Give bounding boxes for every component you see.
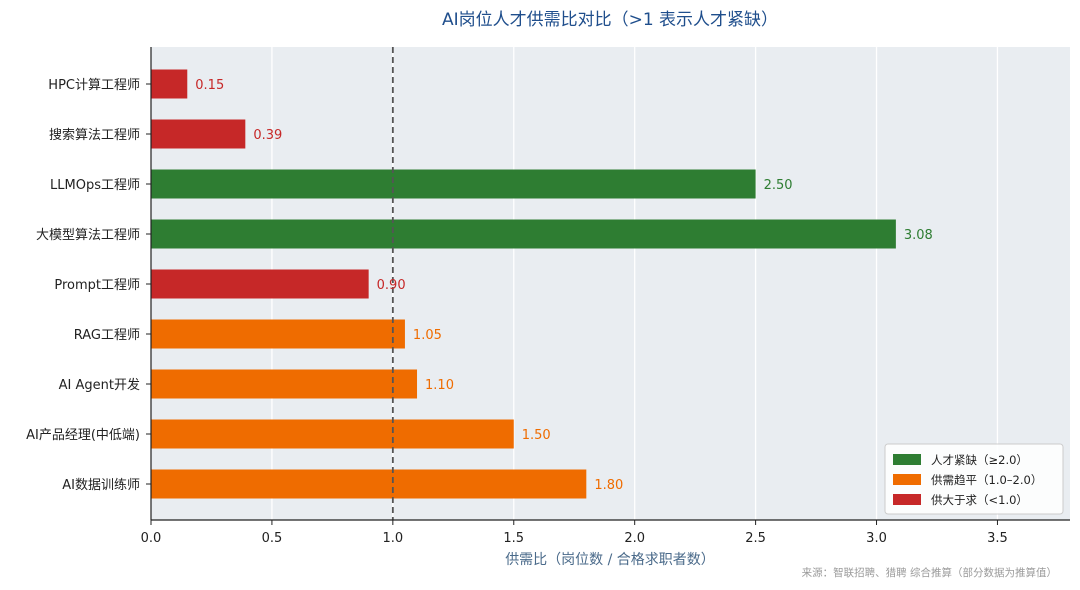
- category-label: AI Agent开发: [59, 377, 140, 393]
- legend-label: 供大于求（<1.0）: [931, 493, 1028, 507]
- source-note: 来源：智联招聘、猎聘 综合推算（部分数据为推算值）: [802, 566, 1057, 579]
- x-tick-label: 0.5: [262, 531, 283, 546]
- chart-title: AI岗位人才供需比对比（>1 表示人才紧缺）: [442, 10, 778, 30]
- bar-value-label: 2.50: [764, 178, 793, 193]
- category-label: HPC计算工程师: [48, 78, 140, 93]
- bar: [151, 119, 246, 149]
- x-tick-label: 2.5: [745, 531, 766, 546]
- x-tick-label: 0.0: [141, 531, 162, 546]
- bar-value-label: 1.80: [594, 478, 623, 493]
- bar: [151, 419, 514, 449]
- x-tick-label: 1.0: [382, 531, 403, 546]
- bar: [151, 369, 418, 399]
- gridlines: [271, 47, 999, 520]
- legend: 人才紧缺（≥2.0） 供需趋平（1.0–2.0） 供大于求（<1.0）: [884, 443, 1064, 515]
- category-label: AI产品经理(中低端): [26, 428, 140, 443]
- legend-swatch: [893, 474, 921, 485]
- category-label: RAG工程师: [74, 328, 140, 343]
- x-axis-label: 供需比（岗位数 / 合格求职者数）: [505, 552, 715, 568]
- x-tick-label: 3.5: [987, 531, 1008, 546]
- legend-swatch: [893, 454, 921, 465]
- legend-box: [884, 443, 1064, 515]
- bar: [151, 469, 587, 499]
- legend-label: 供需趋平（1.0–2.0）: [931, 473, 1042, 487]
- category-label: Prompt工程师: [54, 278, 140, 293]
- category-label: 大模型算法工程师: [36, 228, 140, 243]
- bar: [151, 69, 188, 99]
- x-tick-label: 1.5: [503, 531, 524, 546]
- bar-value-label: 1.05: [413, 328, 442, 343]
- bar-value-label: 0.39: [253, 128, 282, 143]
- bar-value-label: 0.15: [195, 78, 224, 93]
- bar: [151, 169, 756, 199]
- value-labels: 0.15 0.39 2.50 3.08 0.90 1.05 1.10 1.50 1.80: [195, 78, 933, 493]
- x-tick-label: 3.0: [866, 531, 887, 546]
- bar-value-label: 3.08: [904, 228, 933, 243]
- bar: [151, 219, 896, 249]
- bar: [151, 269, 369, 299]
- bar: [151, 319, 405, 349]
- x-tick-label: 2.0: [624, 531, 645, 546]
- bars: [151, 69, 896, 499]
- category-label: LLMOps工程师: [50, 178, 140, 193]
- legend-label: 人才紧缺（≥2.0）: [931, 453, 1028, 467]
- category-label: AI数据训练师: [62, 478, 140, 493]
- category-label: 搜索算法工程师: [49, 128, 140, 143]
- x-axis-ticks: 0.0 0.5 1.0 1.5 2.0 2.5 3.0 3.5: [141, 520, 1008, 546]
- bar-value-label: 1.10: [425, 378, 454, 393]
- bar-value-label: 1.50: [522, 428, 551, 443]
- bar-value-label: 0.90: [377, 278, 406, 293]
- legend-swatch: [893, 494, 921, 505]
